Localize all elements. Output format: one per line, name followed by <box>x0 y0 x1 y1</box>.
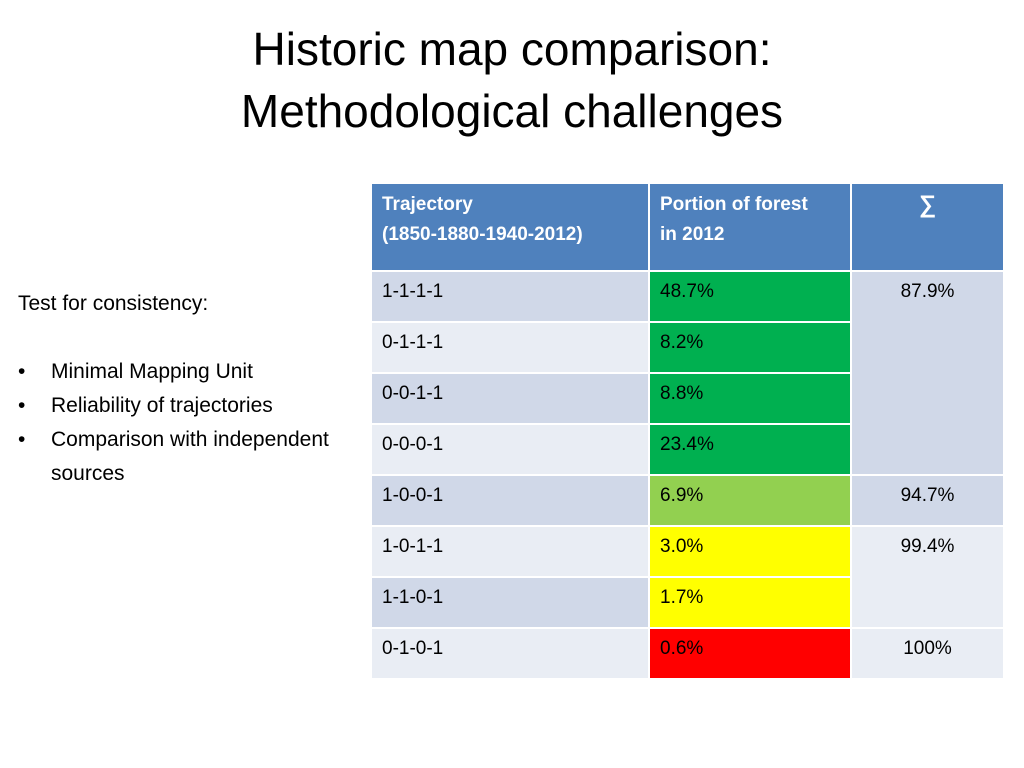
header-trajectory-line-2: (1850-1880-1940-2012) <box>382 224 583 245</box>
slide-title-line-2: Methodological challenges <box>240 85 784 137</box>
trajectory-cell: 0-0-0-1 <box>370 423 650 476</box>
trajectory-table: Trajectory (1850-1880-1940-2012) Portion… <box>370 182 1005 680</box>
portion-cell: 23.4% <box>648 423 852 476</box>
portion-cell: 0.6% <box>648 627 852 680</box>
header-portion-line-2: in 2012 <box>660 224 725 245</box>
portion-cell: 6.9% <box>648 474 852 527</box>
trajectory-cell: 1-1-0-1 <box>370 576 650 629</box>
table-row: 1-0-0-1 6.9% 94.7% <box>370 474 1005 527</box>
cumulative-cell: 94.7% <box>850 474 1005 527</box>
consistency-bullet-list: Minimal Mapping Unit Reliability of traj… <box>18 355 358 491</box>
table-header-row: Trajectory (1850-1880-1940-2012) Portion… <box>370 182 1005 272</box>
trajectory-cell: 0-1-0-1 <box>370 627 650 680</box>
header-sum-symbol: ∑ <box>850 182 1005 272</box>
table-row: 0-0-0-1 23.4% <box>370 423 1004 476</box>
trajectory-cell: 0-0-1-1 <box>370 372 650 425</box>
trajectory-cell: 1-1-1-1 <box>370 270 650 323</box>
portion-cell: 8.8% <box>648 372 852 425</box>
slide-title-line-1: Historic map comparison: <box>252 23 772 75</box>
header-portion-line-1: Portion of forest <box>660 194 808 215</box>
table-row: 0-1-1-1 8.2% <box>370 321 1004 374</box>
bullet-item: Minimal Mapping Unit <box>18 355 358 389</box>
cumulative-cell: 100% <box>850 627 1005 680</box>
portion-cell: 3.0% <box>648 525 852 578</box>
cumulative-cell: 87.9% <box>850 270 1005 476</box>
header-trajectory: Trajectory (1850-1880-1940-2012) <box>370 182 650 272</box>
table-row: 0-1-0-1 0.6% 100% <box>370 627 1005 680</box>
portion-cell: 8.2% <box>648 321 852 374</box>
consistency-heading: Test for consistency: <box>18 292 209 315</box>
table-row: 1-1-0-1 1.7% <box>370 576 1004 629</box>
trajectory-cell: 1-0-1-1 <box>370 525 650 578</box>
portion-cell: 1.7% <box>648 576 852 629</box>
header-trajectory-line-1: Trajectory <box>382 194 473 215</box>
table-row: 1-0-1-1 3.0% 99.4% <box>370 525 1005 629</box>
trajectory-cell: 0-1-1-1 <box>370 321 650 374</box>
cumulative-cell: 99.4% <box>850 525 1005 629</box>
header-portion: Portion of forest in 2012 <box>648 182 852 272</box>
trajectory-cell: 1-0-0-1 <box>370 474 650 527</box>
bullet-item: Reliability of trajectories <box>18 389 358 423</box>
slide-title: Historic map comparison: Methodological … <box>0 18 1024 142</box>
portion-cell: 48.7% <box>648 270 852 323</box>
table-row: 1-1-1-1 48.7% 87.9% <box>370 270 1005 476</box>
bullet-item: Comparison with independent sources <box>18 423 358 491</box>
consistency-notes: Test for consistency: Minimal Mapping Un… <box>18 287 358 491</box>
table-row: 0-0-1-1 8.8% <box>370 372 1004 425</box>
